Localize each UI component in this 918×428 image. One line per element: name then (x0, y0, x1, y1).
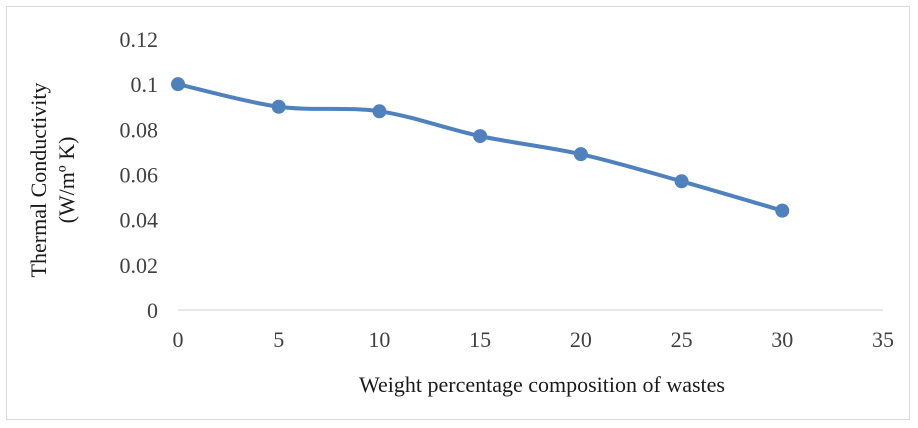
y-tick-label-0-02: 0.02 (120, 253, 159, 278)
x-tick-label-5: 5 (273, 327, 284, 352)
data-point-x0 (171, 77, 185, 92)
x-tick-label-20: 20 (570, 327, 592, 352)
y-axis-title-line-2: (W/mº K) (54, 137, 79, 224)
y-axis-title-line-1: Thermal Conductivity (26, 83, 51, 278)
y-axis-title: Thermal Conductivity (W/mº K) (26, 83, 79, 278)
x-tick-label-25: 25 (671, 327, 693, 352)
y-tick-label-0-04: 0.04 (120, 208, 159, 233)
y-tick-label-0-06: 0.06 (120, 163, 159, 188)
y-tick-label-0-1: 0.1 (131, 72, 159, 97)
x-tick-label-35: 35 (872, 327, 894, 352)
y-tick-label-0-08: 0.08 (120, 117, 159, 142)
series-group (171, 77, 790, 218)
x-tick-label-10: 10 (368, 327, 390, 352)
data-point-x5 (271, 99, 286, 114)
data-point-x15 (473, 129, 488, 144)
x-tick-label-0: 0 (173, 327, 184, 352)
x-tick-label-30: 30 (771, 327, 793, 352)
series-line (176, 82, 785, 213)
x-axis: 0 5 10 15 20 25 30 35 (173, 309, 894, 352)
data-point-x30 (775, 203, 790, 218)
data-point-x10 (372, 104, 387, 119)
x-tick-label-15: 15 (469, 327, 491, 352)
chart-frame (6, 6, 910, 420)
data-point-x20 (573, 147, 588, 162)
y-tick-label-0-12: 0.12 (120, 27, 159, 52)
x-axis-title: Weight percentage composition of wastes (359, 372, 725, 397)
data-point-x25 (674, 174, 689, 189)
y-tick-label-0: 0 (147, 298, 158, 323)
y-axis: 0 0.02 0.04 0.06 0.08 0.1 0.12 (120, 27, 159, 323)
